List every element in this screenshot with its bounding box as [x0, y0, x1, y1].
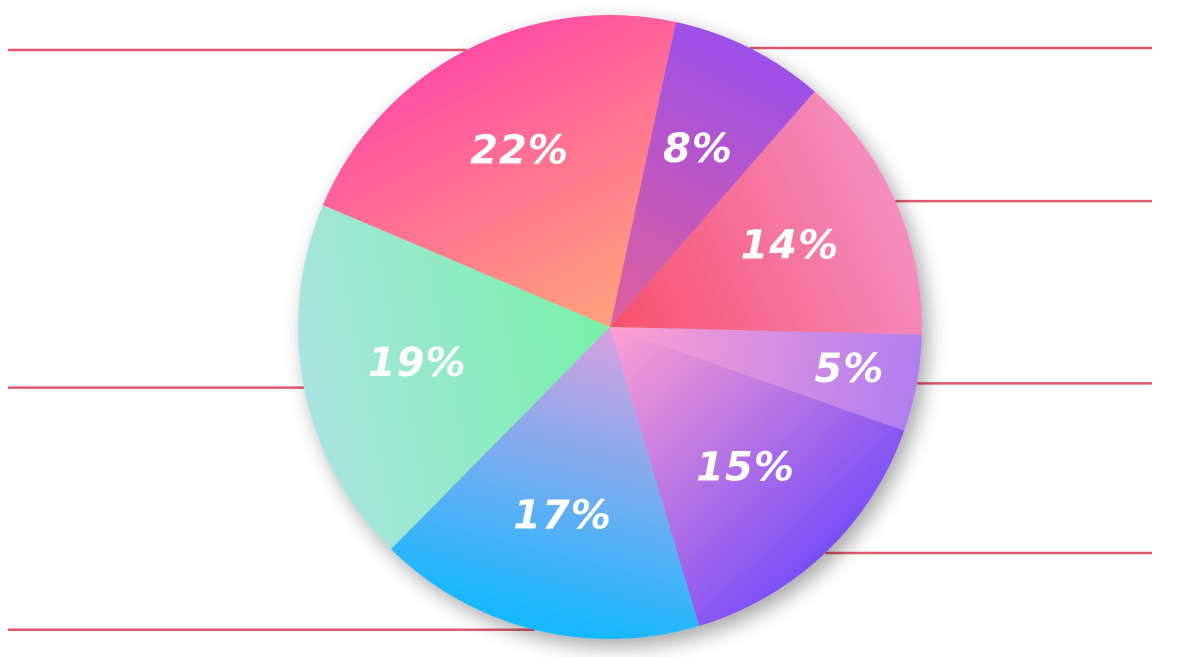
pie-slices: [298, 14, 922, 639]
pie-slice-5: [610, 327, 922, 431]
pie-slice-19: [298, 205, 610, 550]
slice-label-22: 22%: [470, 127, 569, 173]
pie-slice-8: [610, 22, 815, 328]
leader-lines: [8, 46, 1152, 631]
pie-slice-22: [322, 14, 676, 328]
slice-label-14: 14%: [740, 223, 839, 269]
pie-slice-15: [610, 327, 905, 626]
slice-label-8: 8%: [663, 126, 733, 172]
slice-label-19: 19%: [368, 340, 467, 386]
slice-label-17: 17%: [513, 493, 612, 539]
slice-label-5: 5%: [814, 346, 884, 392]
slice-labels: 22% 8% 14% 5% 15% 17% 19%: [368, 126, 884, 539]
pie-slice-14: [610, 91, 922, 335]
slice-label-15: 15%: [696, 444, 795, 490]
pie-slice-17: [390, 327, 700, 639]
